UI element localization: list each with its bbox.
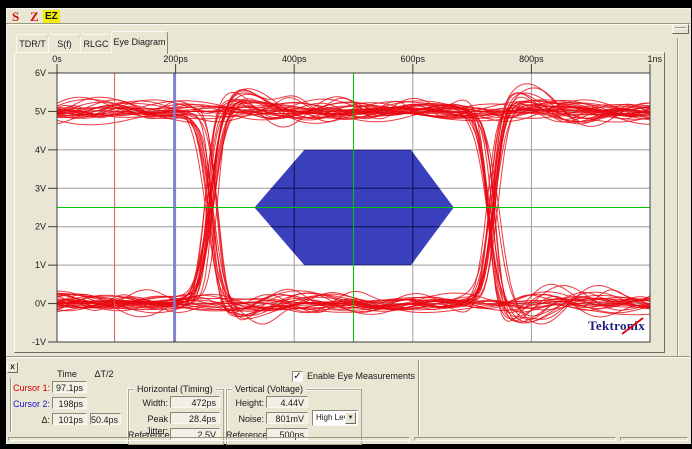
width-label: Width:	[128, 397, 168, 409]
status-bar-segment	[414, 437, 616, 441]
status-bar-segment	[8, 437, 410, 441]
svg-text:6V: 6V	[35, 68, 46, 78]
eye-diagram-plot: 0s 200ps 400ps 600ps 800ps 1ns 6V 5V 4V 3V 2V 1V 0V -…	[14, 52, 663, 351]
svg-text:1V: 1V	[35, 260, 46, 270]
svg-text:5V: 5V	[35, 106, 46, 116]
delta-time-value: 101ps	[52, 413, 87, 425]
delta-t-half-value: 50.4ps	[90, 413, 121, 425]
svg-text:600ps: 600ps	[401, 54, 426, 64]
cursor2-time-value: 198ps	[52, 397, 87, 409]
svg-text:3V: 3V	[35, 183, 46, 193]
cursor2-label: Cursor 2:	[12, 398, 50, 410]
svg-text:4V: 4V	[35, 145, 46, 155]
panel-divider	[418, 360, 420, 436]
toolbar-s-icon[interactable]: S	[12, 9, 19, 24]
status-bar-segment	[620, 437, 688, 441]
svg-text:2V: 2V	[35, 222, 46, 232]
y-axis-labels: 6V 5V 4V 3V 2V 1V 0V -1V	[32, 68, 57, 347]
toolbar-separator	[6, 23, 690, 25]
svg-text:400ps: 400ps	[282, 54, 307, 64]
width-value: 472ps	[170, 396, 220, 408]
svg-text:0s: 0s	[52, 54, 62, 64]
cursor1-label: Cursor 1:	[12, 382, 50, 394]
noise-level-dropdown[interactable]: High Level ▼	[312, 410, 358, 426]
svg-text:1ns: 1ns	[647, 54, 662, 64]
height-label: Height:	[226, 397, 264, 409]
svg-text:800ps: 800ps	[519, 54, 544, 64]
horizontal-timing-group-title: Horizontal (Timing)	[134, 384, 216, 394]
svg-text:0V: 0V	[35, 299, 46, 309]
peak-jitter-value: 28.4ps	[170, 412, 220, 424]
svg-text:-1V: -1V	[32, 337, 46, 347]
toolbar-z-icon[interactable]: Z	[30, 9, 39, 24]
vertical-voltage-group-title: Vertical (Voltage)	[232, 384, 306, 394]
panel-close-button[interactable]: x	[7, 362, 18, 373]
splitter-grip[interactable]	[672, 24, 689, 34]
tab-eye-diagram[interactable]: Eye Diagram	[111, 31, 168, 54]
delta-t-half-column-header: ΔT/2	[86, 368, 122, 380]
enable-eye-measurements-checkbox[interactable]: ✓	[292, 371, 303, 382]
tab-sf[interactable]: S(f)	[48, 34, 81, 53]
noise-label: Noise:	[226, 413, 264, 425]
application-window: S Z EZ TDR/T S(f) RLGC Eye Diagram 0s 200…	[0, 0, 692, 449]
toolbar-ez-icon[interactable]: EZ	[43, 10, 60, 23]
height-value: 4.44V	[266, 396, 308, 408]
svg-text:200ps: 200ps	[163, 54, 188, 64]
cursor1-time-value: 97.1ps	[52, 381, 87, 393]
dropdown-arrow-icon[interactable]: ▼	[345, 412, 356, 424]
delta-label: Δ:	[28, 414, 50, 426]
time-column-header: Time	[48, 368, 86, 380]
noise-value: 801mV	[266, 412, 308, 424]
peak-jitter-label: Peak Jitter:	[128, 413, 168, 425]
enable-eye-measurements-label: Enable Eye Measurements	[307, 371, 415, 382]
tab-rlgc[interactable]: RLGC	[80, 34, 112, 53]
tab-tdrt[interactable]: TDR/T	[16, 34, 49, 53]
tektronix-logo: Tektronix	[588, 318, 645, 333]
x-axis-labels: 0s 200ps 400ps 600ps 800ps 1ns	[52, 54, 662, 73]
